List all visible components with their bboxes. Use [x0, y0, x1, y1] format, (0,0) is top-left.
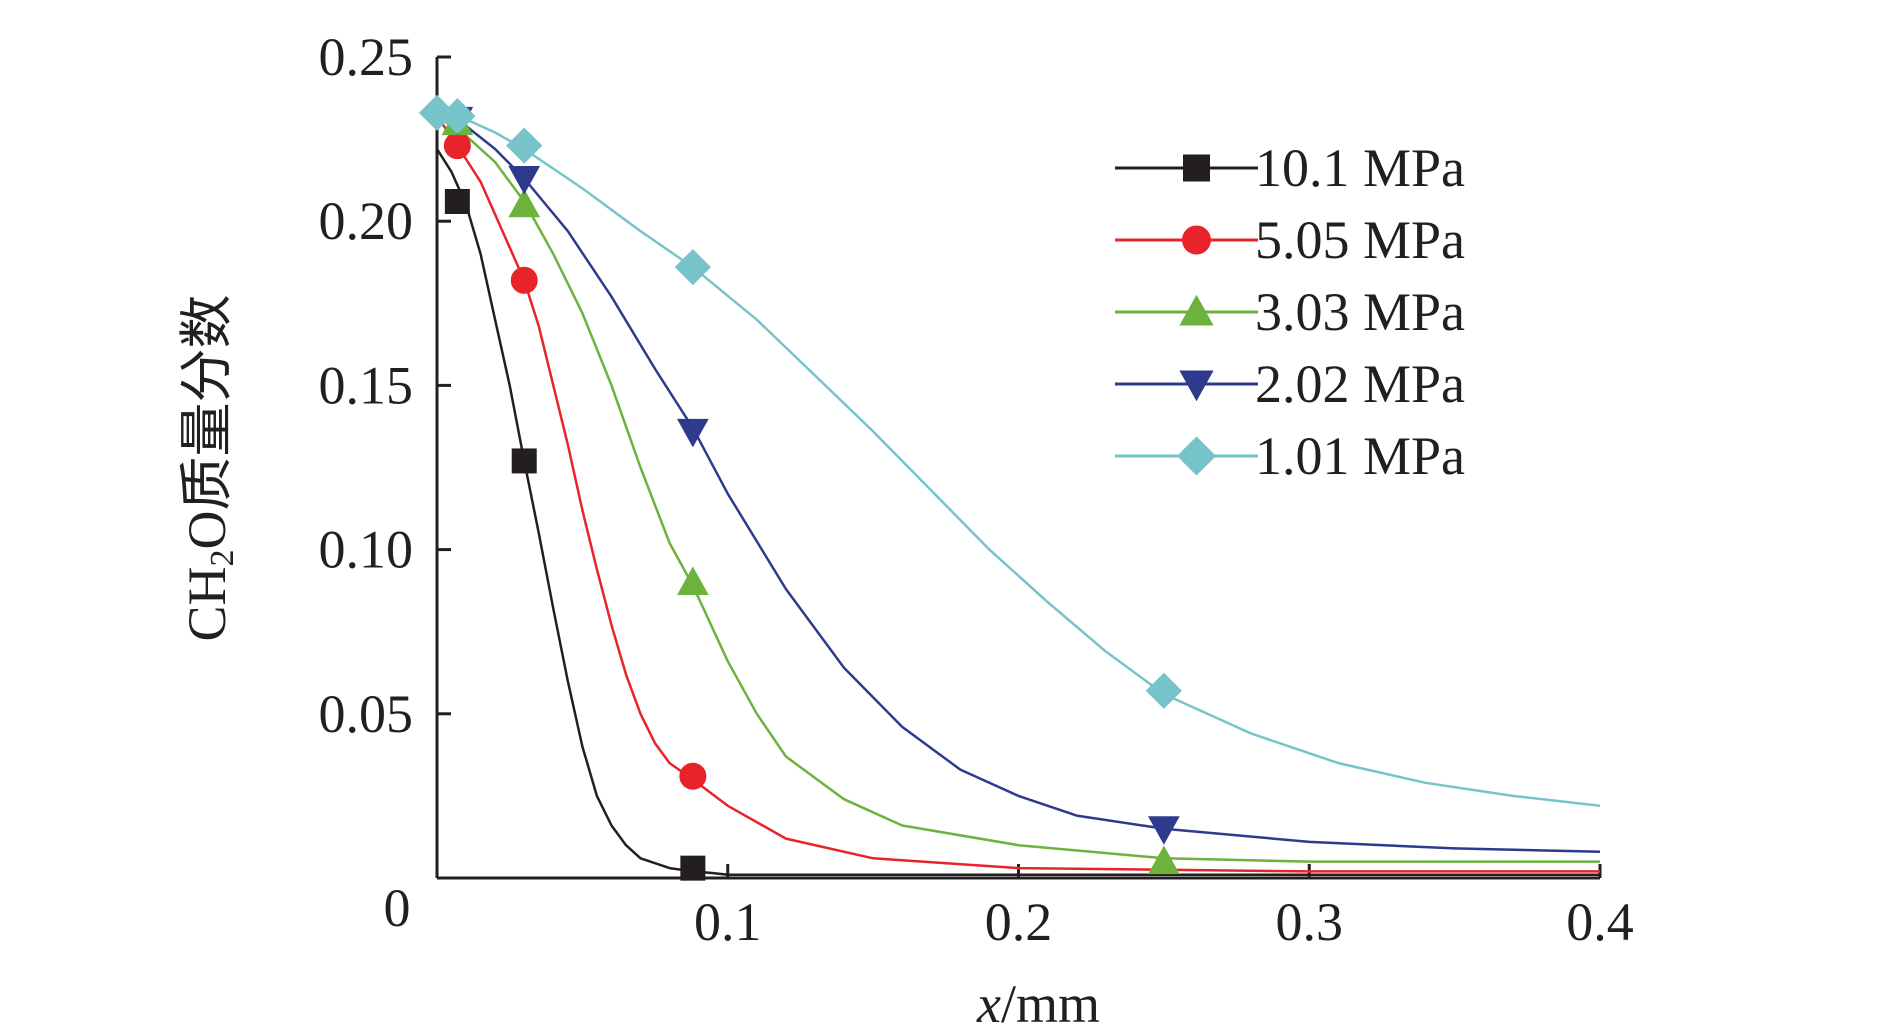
data-point-marker [511, 448, 537, 474]
legend-label: 1.01 MPa [1255, 426, 1465, 486]
y-tick-label: 0.05 [319, 684, 414, 744]
data-point-marker [674, 249, 711, 286]
data-point-marker [679, 762, 707, 790]
legend-marker [1176, 436, 1217, 476]
data-point-marker [444, 188, 470, 214]
data-point-marker [1148, 845, 1180, 875]
legend-label: 2.02 MPa [1255, 354, 1465, 414]
legend-label: 5.05 MPa [1255, 210, 1465, 270]
data-point-marker [443, 132, 471, 160]
data-point-marker [508, 188, 541, 218]
legend-label: 10.1 MPa [1255, 138, 1465, 198]
axes: 0.05 0.10 0.15 0.20 0.25 0.1 0.2 0.3 0.4 [319, 27, 1634, 952]
y-axis-title-prefix: CH [177, 566, 237, 641]
x-axis-unit: /mm [1001, 974, 1100, 1028]
data-point-marker [1148, 816, 1180, 845]
y-tick-label: 0.25 [319, 27, 414, 87]
legend-label: 3.03 MPa [1255, 282, 1465, 342]
legend: 10.1 MPa 5.05 MPa 3.03 MPa 2.02 MPa 1.01 MPa [1115, 138, 1465, 486]
x-origin-tick-label: 0 [384, 878, 411, 938]
data-point-marker [680, 855, 706, 881]
data-point-marker [439, 98, 476, 135]
data-point-marker [508, 166, 541, 195]
legend-marker [1179, 294, 1214, 326]
y-axis-title: CH2O质量分数 [177, 294, 241, 641]
x-tick-label: 0.2 [985, 892, 1053, 952]
data-point-marker [510, 266, 538, 294]
x-tick-label: 0.3 [1276, 892, 1344, 952]
data-point-marker [677, 418, 709, 448]
y-axis-title-subscript: 2 [204, 549, 241, 566]
series-markers [418, 94, 1182, 881]
x-tick-label: 0.1 [694, 892, 762, 952]
data-point-marker [677, 566, 709, 595]
y-tick-label: 0.10 [319, 520, 414, 580]
y-tick-label: 0.20 [319, 191, 414, 251]
series-line-0 [435, 148, 1600, 876]
legend-marker [1179, 370, 1214, 402]
x-axis-variable: x [976, 974, 1001, 1028]
legend-marker [1183, 154, 1210, 182]
x-axis-title: x/mm [976, 974, 1100, 1028]
series-line-1 [435, 115, 1600, 873]
legend-marker [1182, 225, 1211, 255]
data-point-marker [1145, 672, 1182, 709]
y-axis-title-suffix: O质量分数 [177, 294, 237, 549]
series-line-4 [436, 111, 1601, 808]
data-point-marker [506, 127, 543, 164]
x-tick-label: 0.4 [1566, 892, 1634, 952]
y-tick-label: 0.15 [319, 355, 414, 415]
